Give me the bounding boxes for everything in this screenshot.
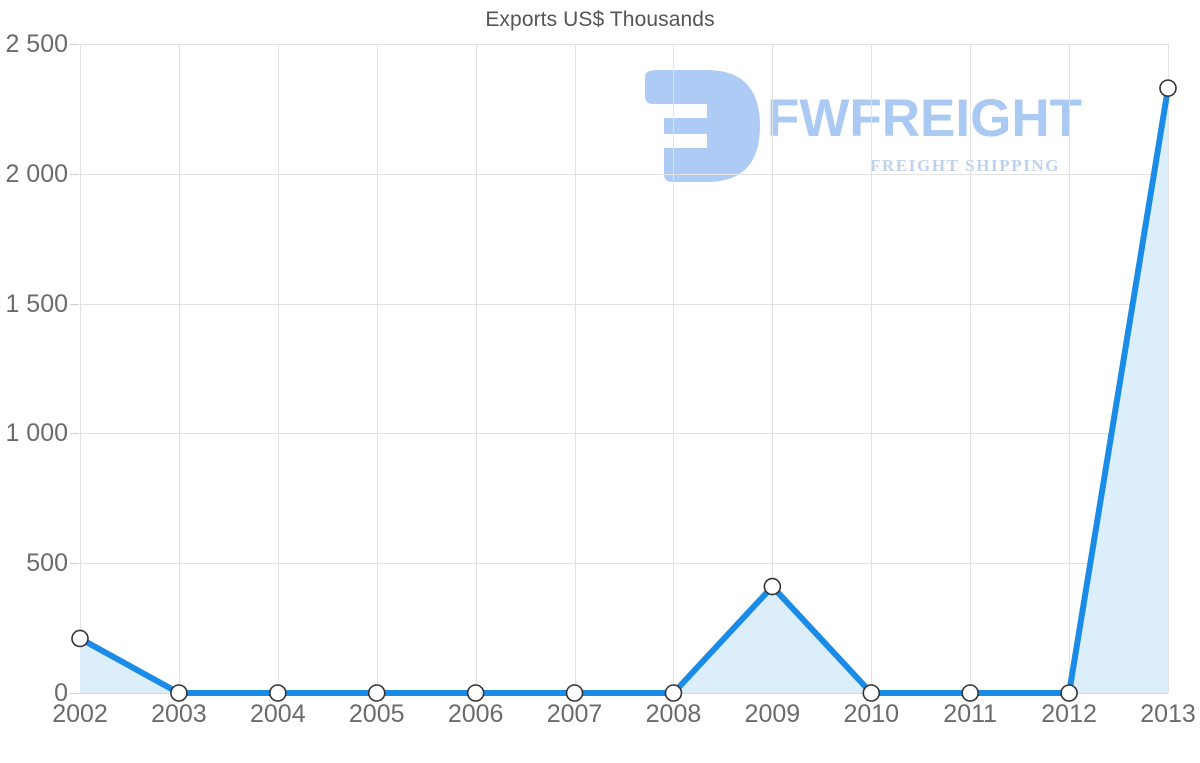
data-point-marker[interactable] (565, 684, 584, 702)
gridline-horizontal (80, 44, 1168, 45)
data-point-marker[interactable] (71, 629, 89, 648)
data-point-marker[interactable] (1159, 79, 1177, 97)
x-axis-tick-label: 2005 (348, 700, 405, 728)
gridline-vertical (376, 44, 378, 693)
data-point-marker[interactable] (664, 684, 683, 702)
x-axis-tick-label: 2012 (1041, 700, 1097, 728)
x-axis-tick-label: 2009 (744, 700, 801, 728)
x-axis-tick-label: 2008 (645, 700, 702, 728)
gridline-vertical (475, 44, 477, 693)
y-axis-tick-label: 0 (54, 679, 68, 707)
series-line (77, 85, 1171, 696)
y-axis-tick-label: 500 (26, 549, 68, 578)
gridline-horizontal (80, 563, 1168, 565)
data-point-marker[interactable] (763, 577, 782, 596)
data-point-marker[interactable] (269, 684, 287, 702)
gridline-vertical (772, 44, 774, 693)
x-axis-tick-label: 2007 (546, 700, 603, 728)
gridline-vertical (178, 44, 180, 693)
x-axis-tick-label: 2003 (151, 700, 207, 728)
data-point-marker[interactable] (862, 684, 881, 702)
y-axis-tick-label: 1 000 (5, 419, 68, 448)
gridline-vertical (673, 44, 675, 693)
data-point-marker[interactable] (1060, 684, 1078, 702)
plot-area (80, 44, 1169, 694)
data-point-marker[interactable] (466, 684, 485, 702)
y-axis-tick-mark (70, 693, 79, 694)
data-point-marker[interactable] (170, 684, 188, 702)
gridline-horizontal (80, 433, 1168, 435)
y-axis-tick-mark (70, 433, 79, 435)
gridline-vertical (574, 44, 576, 693)
gridline-vertical (1168, 44, 1169, 693)
x-axis-tick-label: 2010 (843, 700, 900, 728)
gridline-vertical (80, 44, 81, 693)
data-point-marker[interactable] (367, 684, 386, 702)
y-axis-tick-label: 2 000 (5, 159, 68, 188)
gridline-vertical (970, 44, 972, 693)
y-axis-tick-mark (70, 563, 79, 565)
y-axis-tick-label: 1 500 (5, 289, 68, 318)
x-axis-tick-label: 2006 (447, 700, 504, 728)
gridline-vertical (1069, 44, 1071, 693)
gridline-horizontal (80, 303, 1168, 305)
series-area-fill (80, 88, 1168, 693)
x-axis-tick-label: 2011 (943, 700, 998, 728)
gridline-horizontal (80, 173, 1168, 175)
gridline-vertical (871, 44, 873, 693)
x-axis-tick-label: 2002 (52, 700, 108, 728)
y-axis-tick-mark (70, 173, 79, 175)
gridline-vertical (277, 44, 279, 693)
x-axis-tick-label: 2013 (1140, 700, 1196, 728)
x-axis-tick-label: 2004 (250, 700, 306, 728)
y-axis-tick-label: 2 500 (5, 30, 68, 58)
y-axis-tick-mark (70, 44, 79, 45)
page-title: Exports US$ Thousands (485, 8, 715, 31)
data-point-marker[interactable] (961, 684, 979, 702)
y-axis-tick-mark (70, 303, 79, 305)
